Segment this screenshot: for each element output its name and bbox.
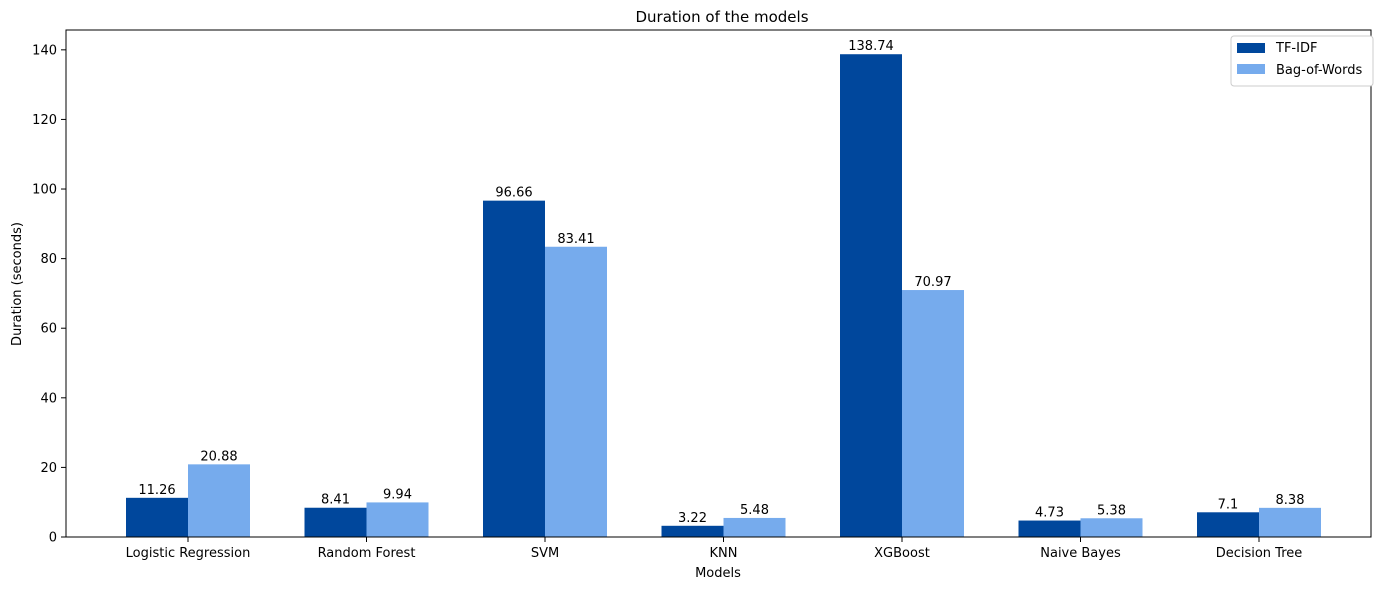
bar-bag-of-words-decision-tree xyxy=(1259,507,1321,537)
x-tick-label-knn: KNN xyxy=(710,546,738,561)
bar-tf-idf-decision-tree xyxy=(1197,512,1259,537)
bar-label-bag-of-words-knn: 5.48 xyxy=(740,503,769,518)
y-tick-label-100: 100 xyxy=(32,183,57,198)
legend-swatch-tf-idf xyxy=(1237,43,1265,53)
y-tick-label-120: 120 xyxy=(32,113,57,128)
bar-label-tf-idf-decision-tree: 7.1 xyxy=(1218,497,1239,512)
x-tick-label-xgboost: XGBoost xyxy=(874,546,930,561)
bar-bag-of-words-naive-bayes xyxy=(1080,518,1143,537)
bar-bag-of-words-xgboost xyxy=(902,290,964,537)
bar-tf-idf-knn xyxy=(661,525,724,537)
y-tick-label-40: 40 xyxy=(40,391,57,406)
bar-label-tf-idf-xgboost: 138.74 xyxy=(848,39,894,54)
bar-label-bag-of-words-decision-tree: 8.38 xyxy=(1276,493,1305,508)
chart-title: Duration of the models xyxy=(635,8,808,26)
y-tick-label-0: 0 xyxy=(49,531,57,546)
legend-swatch-bag-of-words xyxy=(1237,64,1265,74)
bar-tf-idf-logistic-regression xyxy=(126,497,188,537)
bar-label-bag-of-words-naive-bayes: 5.38 xyxy=(1097,503,1126,518)
legend-box xyxy=(1230,35,1374,87)
x-tick-label-random-forest: Random Forest xyxy=(318,546,416,561)
x-tick-label-logistic-regression: Logistic Regression xyxy=(126,546,251,561)
bar-label-tf-idf-logistic-regression: 11.26 xyxy=(138,483,175,498)
legend-label-tf-idf: TF-IDF xyxy=(1275,41,1317,56)
legend-label-bag-of-words: Bag-of-Words xyxy=(1276,63,1362,78)
bar-label-bag-of-words-random-forest: 9.94 xyxy=(383,487,412,502)
y-axis-label: Duration (seconds) xyxy=(10,222,25,346)
legend: TF-IDF Bag-of-Words xyxy=(1230,35,1374,87)
x-axis-label: Models xyxy=(695,566,741,581)
bar-bag-of-words-random-forest xyxy=(366,502,429,537)
x-tick-label-naive-bayes: Naive Bayes xyxy=(1040,546,1121,561)
y-tick-label-20: 20 xyxy=(40,461,57,476)
plot-frame xyxy=(65,29,1372,538)
bar-label-bag-of-words-logistic-regression: 20.88 xyxy=(200,449,237,464)
bar-tf-idf-random-forest xyxy=(304,507,367,537)
y-tick-label-60: 60 xyxy=(40,322,57,337)
y-tick-label-140: 140 xyxy=(32,43,57,58)
y-tick-label-80: 80 xyxy=(40,252,57,267)
bar-bag-of-words-svm xyxy=(545,246,607,537)
bar-tf-idf-svm xyxy=(483,200,545,537)
x-tick-label-svm: SVM xyxy=(531,546,559,561)
bar-label-tf-idf-naive-bayes: 4.73 xyxy=(1035,506,1064,521)
bar-label-tf-idf-random-forest: 8.41 xyxy=(321,493,350,508)
bar-tf-idf-xgboost xyxy=(840,54,902,537)
bar-tf-idf-naive-bayes xyxy=(1018,520,1081,537)
bar-bag-of-words-logistic-regression xyxy=(188,464,250,537)
bar-label-tf-idf-svm: 96.66 xyxy=(495,186,532,201)
bar-bag-of-words-knn xyxy=(723,517,786,537)
plot-area: 0 20 40 60 80 100 120 140 11.26 20.88 Logistic Reg… xyxy=(32,39,1321,561)
x-tick-label-decision-tree: Decision Tree xyxy=(1216,546,1303,561)
bar-label-tf-idf-knn: 3.22 xyxy=(678,511,707,526)
bar-label-bag-of-words-svm: 83.41 xyxy=(557,232,594,247)
bar-label-bag-of-words-xgboost: 70.97 xyxy=(914,275,951,290)
